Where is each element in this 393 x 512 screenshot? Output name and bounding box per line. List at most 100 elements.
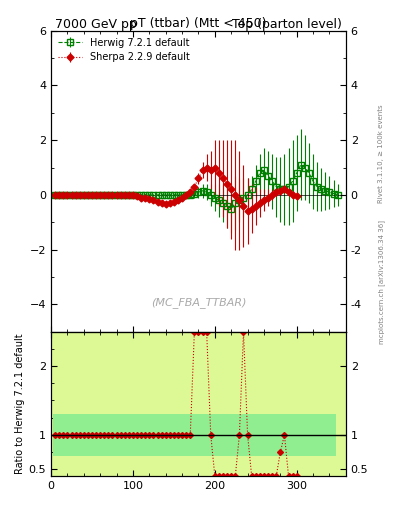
Bar: [53, 414, 57, 456]
Bar: [272, 332, 276, 476]
Bar: [244, 332, 248, 476]
Bar: [192, 414, 196, 456]
Bar: [223, 332, 227, 476]
Bar: [225, 414, 229, 456]
Bar: [163, 414, 168, 456]
Bar: [153, 332, 158, 476]
Bar: [108, 332, 112, 476]
Bar: [213, 414, 217, 456]
Bar: [268, 332, 272, 476]
Bar: [145, 332, 149, 476]
Text: 7000 GeV pp: 7000 GeV pp: [55, 18, 137, 31]
Bar: [266, 414, 270, 456]
Bar: [162, 332, 166, 476]
Bar: [82, 414, 86, 456]
Bar: [317, 332, 321, 476]
Bar: [104, 332, 108, 476]
Bar: [76, 332, 80, 476]
Bar: [211, 332, 215, 476]
Bar: [295, 414, 299, 456]
Bar: [110, 414, 114, 456]
Bar: [172, 414, 176, 456]
Bar: [190, 332, 195, 476]
Bar: [119, 414, 123, 456]
Title: pT (ttbar) (Mtt < 450): pT (ttbar) (Mtt < 450): [130, 16, 267, 30]
Text: Top (parton level): Top (parton level): [232, 18, 342, 31]
Bar: [233, 414, 237, 456]
Bar: [278, 414, 283, 456]
Bar: [202, 332, 207, 476]
Bar: [143, 414, 147, 456]
Bar: [107, 414, 110, 456]
Bar: [92, 332, 96, 476]
Bar: [133, 332, 137, 476]
Bar: [96, 332, 100, 476]
Text: Rivet 3.1.10, ≥ 100k events: Rivet 3.1.10, ≥ 100k events: [378, 104, 384, 203]
Bar: [219, 332, 223, 476]
Bar: [168, 414, 172, 456]
Bar: [198, 332, 202, 476]
Bar: [51, 332, 55, 476]
Bar: [221, 414, 225, 456]
Bar: [180, 414, 184, 456]
Bar: [239, 332, 244, 476]
Y-axis label: Ratio to Herwig 7.2.1 default: Ratio to Herwig 7.2.1 default: [15, 334, 25, 474]
Bar: [102, 414, 107, 456]
Bar: [139, 414, 143, 456]
Bar: [241, 414, 246, 456]
Bar: [114, 414, 119, 456]
Bar: [286, 414, 290, 456]
Text: (MC_FBA_TTBAR): (MC_FBA_TTBAR): [151, 297, 246, 308]
Bar: [288, 332, 293, 476]
Bar: [274, 414, 278, 456]
Bar: [158, 332, 162, 476]
Bar: [86, 414, 90, 456]
Bar: [112, 332, 117, 476]
Bar: [65, 414, 70, 456]
Bar: [135, 414, 139, 456]
Bar: [117, 332, 121, 476]
Bar: [88, 332, 92, 476]
Bar: [100, 332, 104, 476]
Bar: [123, 414, 127, 456]
Bar: [311, 414, 315, 456]
Bar: [170, 332, 174, 476]
Bar: [313, 332, 317, 476]
Bar: [254, 414, 258, 456]
Bar: [160, 414, 163, 456]
Bar: [307, 414, 311, 456]
Bar: [229, 414, 233, 456]
Bar: [256, 332, 260, 476]
Bar: [319, 414, 323, 456]
Bar: [321, 332, 325, 476]
Bar: [174, 332, 178, 476]
Bar: [55, 332, 59, 476]
Bar: [70, 414, 73, 456]
Bar: [98, 414, 102, 456]
Bar: [80, 332, 84, 476]
Bar: [78, 414, 82, 456]
Bar: [131, 414, 135, 456]
Bar: [129, 332, 133, 476]
Bar: [309, 332, 313, 476]
Bar: [285, 332, 288, 476]
Bar: [149, 332, 153, 476]
Bar: [188, 414, 192, 456]
Bar: [280, 332, 285, 476]
Bar: [325, 332, 329, 476]
Bar: [323, 414, 327, 456]
Bar: [200, 414, 205, 456]
Bar: [231, 332, 235, 476]
Bar: [156, 414, 160, 456]
Bar: [301, 332, 305, 476]
Bar: [297, 332, 301, 476]
Bar: [205, 414, 209, 456]
Bar: [184, 414, 188, 456]
Bar: [63, 332, 68, 476]
Bar: [59, 332, 63, 476]
Bar: [248, 332, 252, 476]
Bar: [176, 414, 180, 456]
Bar: [332, 414, 336, 456]
Bar: [207, 332, 211, 476]
Bar: [270, 414, 274, 456]
